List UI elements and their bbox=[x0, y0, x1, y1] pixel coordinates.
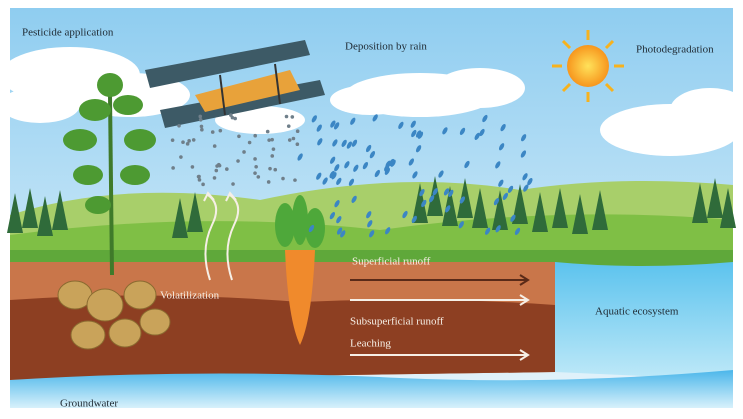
pesticide-drop bbox=[267, 180, 271, 184]
pesticide-drop bbox=[197, 175, 201, 179]
pesticide-drop bbox=[270, 154, 274, 158]
pesticide-drop bbox=[198, 115, 202, 119]
page: Pesticide application Deposition by rain… bbox=[0, 0, 743, 419]
pesticide-drop bbox=[213, 144, 217, 148]
label: Groundwater bbox=[60, 398, 118, 410]
pesticide-drop bbox=[242, 150, 246, 154]
pesticide-drop bbox=[248, 141, 252, 145]
lake bbox=[555, 262, 733, 380]
diagram: Pesticide application Deposition by rain… bbox=[0, 0, 743, 419]
label: Photodegradation bbox=[636, 44, 714, 56]
pesticide-drop bbox=[293, 178, 297, 182]
pesticide-drop bbox=[225, 167, 229, 171]
pesticide-drop bbox=[253, 134, 257, 138]
pesticide-drop bbox=[287, 124, 291, 128]
pesticide-drop bbox=[179, 155, 183, 159]
label: Superficial runoff bbox=[352, 256, 431, 268]
pesticide-drop bbox=[219, 129, 223, 133]
pesticide-drop bbox=[296, 129, 300, 133]
pesticide-drop bbox=[253, 171, 257, 175]
pesticide-drop bbox=[236, 159, 240, 163]
pesticide-drop bbox=[266, 130, 270, 134]
label: Deposition by rain bbox=[345, 41, 427, 53]
pesticide-drop bbox=[272, 147, 276, 151]
pesticide-drop bbox=[199, 118, 203, 122]
pesticide-drop bbox=[231, 182, 235, 186]
pesticide-drop bbox=[191, 165, 195, 169]
pesticide-drop bbox=[200, 128, 204, 132]
pesticide-drop bbox=[201, 183, 205, 187]
pesticide-drop bbox=[270, 138, 274, 142]
pesticide-drop bbox=[268, 167, 272, 171]
pesticide-drop bbox=[257, 175, 261, 179]
pesticide-drop bbox=[214, 169, 218, 173]
pesticide-drop bbox=[187, 139, 191, 143]
pesticide-drop bbox=[211, 130, 215, 134]
label: Pesticide application bbox=[22, 27, 114, 39]
pesticide-drop bbox=[288, 138, 292, 142]
label: Volatilization bbox=[160, 290, 220, 302]
pesticide-drop bbox=[192, 138, 196, 142]
pesticide-drop bbox=[200, 125, 204, 129]
pesticide-drop bbox=[213, 176, 217, 180]
label: Leaching bbox=[350, 338, 391, 350]
pesticide-drop bbox=[296, 142, 300, 146]
pesticide-drop bbox=[253, 157, 257, 161]
label: Aquatic ecosystem bbox=[595, 306, 679, 318]
pesticide-drop bbox=[292, 137, 296, 141]
pesticide-drop bbox=[237, 134, 241, 138]
pesticide-drop bbox=[217, 163, 221, 167]
pesticide-drop bbox=[285, 115, 289, 119]
pesticide-drop bbox=[281, 177, 285, 181]
pesticide-drop bbox=[181, 140, 185, 144]
pesticide-drop bbox=[171, 138, 175, 142]
pesticide-drop bbox=[171, 166, 175, 170]
pesticide-drop bbox=[229, 113, 233, 117]
pesticide-drop bbox=[267, 138, 271, 142]
pesticide-drop bbox=[291, 115, 295, 119]
label: Subsuperficial runoff bbox=[350, 316, 444, 328]
pesticide-drop bbox=[177, 124, 181, 128]
pesticide-drop bbox=[273, 168, 277, 172]
pesticide-drop bbox=[254, 165, 258, 169]
pesticide-drop bbox=[198, 178, 202, 182]
